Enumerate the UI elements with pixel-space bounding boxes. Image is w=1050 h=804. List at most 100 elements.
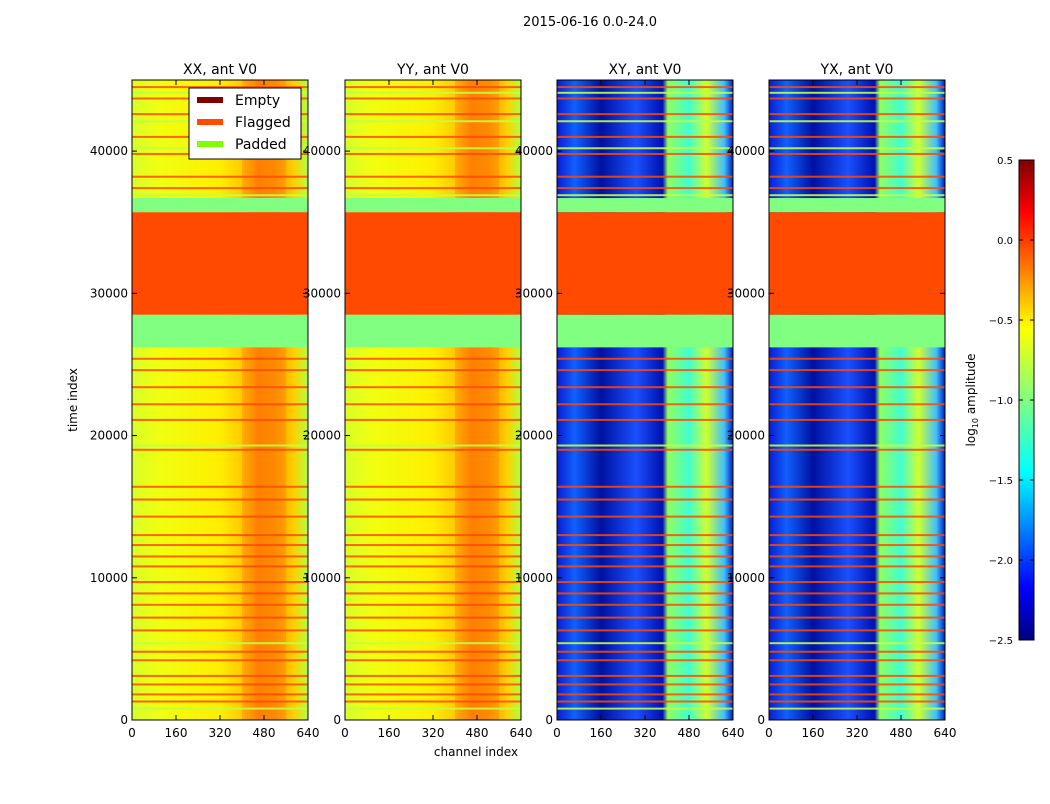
panel-4: YX, ant V0 0 160 320 480 640 0 10000 20000 30000 4… <box>727 62 957 740</box>
flag-line <box>557 403 733 406</box>
flag-line <box>769 418 945 421</box>
flag-line <box>132 403 308 406</box>
flag-line <box>345 175 521 178</box>
y-tick-label: 40000 <box>727 144 765 158</box>
x-tick-label: 480 <box>466 726 489 740</box>
flag-line <box>557 97 733 100</box>
legend-label: Empty <box>235 93 280 109</box>
flag-line <box>132 418 308 421</box>
flag-line <box>132 650 308 653</box>
flag-line <box>769 86 945 89</box>
flag-line <box>345 113 521 116</box>
legend-swatch <box>197 119 223 125</box>
flag-line <box>769 187 945 190</box>
panel-title: YY, ant V0 <box>396 62 469 78</box>
flag-line <box>132 369 308 372</box>
figure-title: 2015-06-16 0.0-24.0 <box>523 15 657 30</box>
padded-region-2 <box>132 198 308 213</box>
flag-line <box>769 674 945 677</box>
flag-line <box>769 485 945 488</box>
flag-line <box>769 135 945 138</box>
flag-line <box>557 135 733 138</box>
flag-line <box>132 357 308 360</box>
flag-line <box>769 555 945 558</box>
flag-line <box>345 97 521 100</box>
flag-line <box>769 581 945 584</box>
heatmap-band <box>455 80 499 720</box>
flag-line <box>132 86 308 89</box>
panel-title: YX, ant V0 <box>820 62 894 78</box>
flag-line <box>345 187 521 190</box>
y-tick-label: 10000 <box>90 571 128 585</box>
padded-line <box>132 707 308 710</box>
x-tick-label: 480 <box>253 726 276 740</box>
x-tick-label: 160 <box>378 726 401 740</box>
padded-line <box>132 444 308 447</box>
flag-line <box>769 263 945 266</box>
flag-line <box>557 357 733 360</box>
flag-line <box>132 603 308 606</box>
flag-line <box>345 418 521 421</box>
flag-line <box>132 485 308 488</box>
flag-line <box>345 700 521 703</box>
y-tick-label: 40000 <box>303 144 341 158</box>
padded-line <box>769 147 945 150</box>
x-tick-label: 0 <box>341 726 349 740</box>
flag-line <box>769 693 945 696</box>
padded-line <box>769 707 945 710</box>
flag-line <box>132 629 308 632</box>
flag-line <box>345 544 521 547</box>
flag-line <box>557 544 733 547</box>
flag-line <box>132 448 308 451</box>
flag-line <box>345 683 521 686</box>
padded-line <box>132 642 308 645</box>
y-tick-label: 20000 <box>727 429 765 443</box>
flag-line <box>132 616 308 619</box>
padded-region-2 <box>769 198 945 213</box>
y-tick-label: 30000 <box>90 286 128 300</box>
flag-line <box>769 592 945 595</box>
padded-line <box>345 444 521 447</box>
x-tick-label: 640 <box>510 726 533 740</box>
flag-line <box>345 616 521 619</box>
flag-line <box>132 700 308 703</box>
flag-line <box>345 603 521 606</box>
padded-line <box>557 444 733 447</box>
flag-line <box>557 498 733 501</box>
flag-line <box>345 369 521 372</box>
legend-swatch <box>197 97 223 103</box>
flag-line <box>345 581 521 584</box>
padded-line <box>769 91 945 94</box>
padded-region-1 <box>132 314 308 348</box>
flag-line <box>557 659 733 662</box>
x-tick-label: 640 <box>934 726 957 740</box>
flag-line <box>557 700 733 703</box>
flag-line <box>557 263 733 266</box>
flag-line <box>132 534 308 537</box>
flag-line <box>769 152 945 155</box>
y-tick-label: 20000 <box>90 429 128 443</box>
flag-line <box>557 565 733 568</box>
panel-1: XX, ant V0 0 160 320 480 640 0 10000 20000 30000 4… <box>90 62 320 740</box>
flag-line <box>345 565 521 568</box>
flag-line <box>345 263 521 266</box>
flag-line <box>345 629 521 632</box>
padded-line <box>769 642 945 645</box>
flag-line <box>557 616 733 619</box>
padded-line <box>557 707 733 710</box>
x-tick-label: 320 <box>422 726 445 740</box>
y-tick-label: 0 <box>757 713 765 727</box>
flag-line <box>557 555 733 558</box>
flag-line <box>345 288 521 291</box>
flag-line <box>769 386 945 389</box>
flag-line <box>557 288 733 291</box>
y-tick-label: 30000 <box>303 286 341 300</box>
flag-line <box>132 288 308 291</box>
y-tick-label: 40000 <box>515 144 553 158</box>
flag-line <box>769 288 945 291</box>
y-tick-label: 30000 <box>515 286 553 300</box>
flag-line <box>345 86 521 89</box>
flag-line <box>769 369 945 372</box>
colorbar-label-sub: 10 <box>971 418 980 428</box>
colorbar-label: log10 amplitude <box>964 354 980 447</box>
